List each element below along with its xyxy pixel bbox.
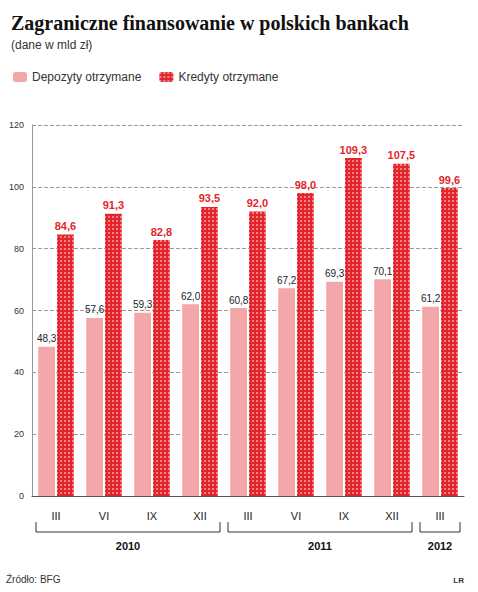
svg-text:70,1: 70,1 (373, 266, 393, 277)
svg-text:XII: XII (193, 510, 206, 522)
svg-text:(dane w mld zł): (dane w mld zł) (11, 38, 92, 52)
svg-text:92,0: 92,0 (247, 197, 268, 209)
svg-text:Depozyty otrzymane: Depozyty otrzymane (32, 70, 142, 84)
svg-text:40: 40 (14, 367, 24, 377)
svg-text:62,0: 62,0 (181, 291, 201, 302)
svg-text:Kredyty otrzymane: Kredyty otrzymane (178, 70, 278, 84)
svg-text:67,2: 67,2 (277, 275, 297, 286)
svg-text:91,3: 91,3 (103, 199, 124, 211)
svg-text:60,8: 60,8 (229, 295, 249, 306)
svg-text:69,3: 69,3 (325, 268, 345, 279)
svg-text:84,6: 84,6 (55, 220, 76, 232)
svg-text:IX: IX (147, 510, 158, 522)
svg-text:100: 100 (9, 182, 24, 192)
svg-text:2012: 2012 (428, 540, 452, 552)
svg-text:57,6: 57,6 (85, 304, 105, 315)
svg-text:Zagraniczne finansowanie w pol: Zagraniczne finansowanie w polskich bank… (11, 12, 409, 35)
svg-text:60: 60 (14, 306, 24, 316)
svg-text:III: III (243, 510, 252, 522)
svg-text:99,6: 99,6 (439, 174, 460, 186)
svg-text:80: 80 (14, 244, 24, 254)
svg-text:120: 120 (9, 120, 24, 130)
svg-text:VI: VI (99, 510, 109, 522)
svg-text:2011: 2011 (308, 540, 332, 552)
svg-text:III: III (51, 510, 60, 522)
svg-text:93,5: 93,5 (199, 192, 220, 204)
svg-text:IX: IX (339, 510, 350, 522)
svg-text:2010: 2010 (116, 540, 140, 552)
svg-text:82,8: 82,8 (151, 226, 172, 238)
svg-text:0: 0 (19, 491, 24, 501)
svg-text:20: 20 (14, 429, 24, 439)
svg-text:61,2: 61,2 (421, 293, 441, 304)
svg-text:III: III (435, 510, 444, 522)
svg-text:VI: VI (291, 510, 301, 522)
svg-text:107,5: 107,5 (388, 149, 416, 161)
svg-text:Źródło: BFG: Źródło: BFG (6, 573, 61, 585)
svg-text:59,3: 59,3 (133, 299, 153, 310)
svg-text:98,0: 98,0 (295, 179, 316, 191)
svg-text:LR: LR (453, 576, 464, 585)
svg-text:109,3: 109,3 (340, 144, 368, 156)
svg-text:XII: XII (385, 510, 398, 522)
svg-text:48,3: 48,3 (37, 333, 57, 344)
